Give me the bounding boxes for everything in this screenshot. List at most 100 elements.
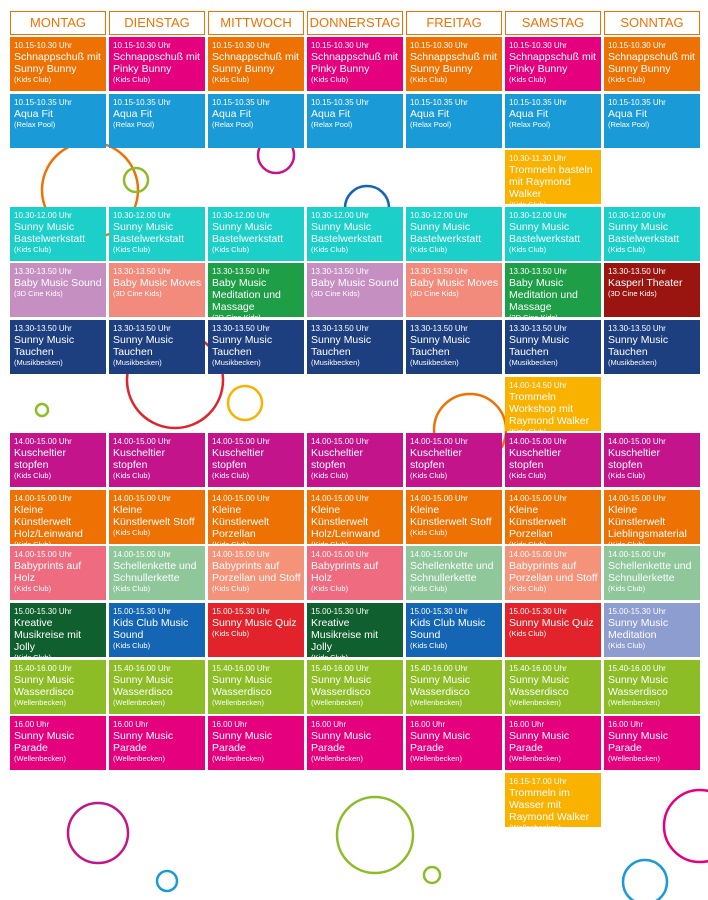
event-time: 14.00-15.00 Uhr <box>608 493 666 503</box>
event-cell: 14.00-15.00 Uhr Kleine Künstlerwelt Porze… <box>505 489 601 544</box>
event-title: Trommeln Workshop mit Raymond Walker <box>509 390 590 427</box>
day-header: FREITAG <box>406 11 502 35</box>
event-cell: 15.40-16.00 Uhr Sunny Music Wasserdisco (W… <box>109 659 205 714</box>
event-cell: 13.30-13.50 Uhr Baby Music Meditation und… <box>208 263 304 318</box>
event-cell: 10.30-12.00 Uhr Sunny Music Bastelwerksta… <box>307 206 403 261</box>
event-title: Sunny Music Tauchen <box>113 334 174 358</box>
event-title: Sunny Music Parade <box>509 730 570 755</box>
event-time: 10.15-10.30 Uhr <box>410 41 468 50</box>
event-time: 15.00-15.30 Uhr <box>509 607 567 616</box>
event-time: 14.00-15.00 Uhr <box>410 550 468 560</box>
event-time: 16.00 Uhr <box>113 720 149 730</box>
event-place: (Kids Club) <box>14 540 103 544</box>
event-time: 14.00-15.00 Uhr <box>113 550 171 560</box>
event-cell: 15.40-16.00 Uhr Sunny Music Wasserdisco (W… <box>505 659 601 714</box>
event-cell: 13.30-13.50 Uhr Sunny Music Tauchen (Musik… <box>109 320 205 374</box>
event-time: 14.00-15.00 Uhr <box>410 493 468 503</box>
event-cell: 10.15-10.30 Uhr Schnappschuß mit Pinky Bu… <box>109 37 205 91</box>
event-place: (Musikbecken) <box>212 358 261 367</box>
event-time: 14.00-15.00 Uhr <box>14 437 72 447</box>
event-cell: 16.00 Uhr Sunny Music Parade (Wellenbecken… <box>406 716 502 771</box>
event-place: (Kids Club) <box>14 244 52 254</box>
event-title: Sunny Music Tauchen <box>14 334 75 358</box>
event-place: (Wellenbecken) <box>410 754 462 764</box>
event-time: 14.00-15.00 Uhr <box>311 437 369 447</box>
event-cell: 10.15-10.30 Uhr Schnappschuß mit Sunny Bu… <box>208 37 304 91</box>
event-title: Kleine Künstlerwelt Holz/Leinwand <box>311 503 380 540</box>
event-cell: 10.15-10.30 Uhr Schnappschuß mit Sunny Bu… <box>406 37 502 91</box>
event-cell: 10.30-12.00 Uhr Sunny Music Bastelwerksta… <box>406 206 502 261</box>
event-cell: 14.00-15.00 Uhr Kleine Künstlerwelt Holz/… <box>10 489 106 544</box>
event-title: Sunny Music Bastelwerkstatt <box>113 220 185 245</box>
event-title: Sunny Music Bastelwerkstatt <box>410 220 482 245</box>
event-time: 13.30-13.50 Uhr <box>113 267 171 277</box>
event-place: (Kids Club) <box>608 244 646 254</box>
event-title: Kleine Künstlerwelt Porzellan <box>212 503 270 540</box>
event-time: 15.40-16.00 Uhr <box>311 663 369 673</box>
event-cell: 15.00-15.30 Uhr Sunny Music Quiz (Kids Clu… <box>208 603 304 657</box>
event-cell: 13.30-13.50 Uhr Sunny Music Tauchen (Musik… <box>505 320 601 374</box>
event-title: Kuscheltier stopfen <box>608 447 660 472</box>
event-cell: 16.00 Uhr Sunny Music Parade (Wellenbecken… <box>109 716 205 771</box>
event-cell: 13.30-13.50 Uhr Baby Music Sound (3D Cine … <box>10 263 106 318</box>
event-cell: 13.30-13.50 Uhr Kasperl Theater (3D Cine K… <box>604 263 700 318</box>
event-title: Baby Music Sound <box>14 277 102 290</box>
event-title: Baby Music Moves <box>410 277 499 290</box>
event-place: (Kids Club) <box>509 540 598 544</box>
event-title: Kuscheltier stopfen <box>311 447 363 472</box>
event-time: 14.00-14.50 Uhr <box>509 380 567 390</box>
event-time: 15.00-15.30 Uhr <box>311 607 369 616</box>
event-title: Aqua Fit <box>14 107 54 120</box>
event-cell: 15.40-16.00 Uhr Sunny Music Wasserdisco (W… <box>208 659 304 714</box>
event-place: (Musikbecken) <box>14 358 63 367</box>
event-title: Sunny Music Tauchen <box>608 334 669 358</box>
event-title: Aqua Fit <box>509 107 549 120</box>
event-title: Sunny Music Wasserdisco <box>608 673 669 698</box>
event-cell: 13.30-13.50 Uhr Baby Music Meditation und… <box>505 263 601 318</box>
event-title: Aqua Fit <box>113 107 153 120</box>
event-time: 15.40-16.00 Uhr <box>212 663 270 673</box>
event-place: (3D Cine Kids) <box>410 289 459 299</box>
event-cell: 16.15-17.00 Uhr Trommeln im Wasser mit Ra… <box>505 772 601 827</box>
event-cell: 13.30-13.50 Uhr Sunny Music Tauchen (Musik… <box>10 320 106 374</box>
event-place: (Relax Pool) <box>212 119 254 129</box>
event-place: (Kids Club) <box>608 584 646 594</box>
event-time: 10.15-10.35 Uhr <box>509 97 567 107</box>
event-place: (Wellenbecken) <box>311 697 363 707</box>
event-place: (Kids Club) <box>608 641 646 650</box>
event-title: Sunny Music Bastelwerkstatt <box>311 220 383 245</box>
event-time: 13.30-13.50 Uhr <box>608 267 666 277</box>
event-title: Sunny Music Bastelwerkstatt <box>509 220 581 245</box>
event-place: (3D Cine Kids) <box>113 289 162 299</box>
event-time: 13.30-13.50 Uhr <box>212 267 270 277</box>
event-time: 10.30-12.00 Uhr <box>410 210 468 220</box>
event-title: Sunny Music Tauchen <box>410 334 471 358</box>
event-title: Kreative Musikreise mit Jolly <box>311 617 379 653</box>
event-title: Sunny Music Quiz <box>212 617 297 629</box>
event-place: (Relax Pool) <box>509 119 551 129</box>
event-title: Kuscheltier stopfen <box>14 447 66 472</box>
event-title: Kleine Künstlerwelt Stoff <box>410 503 492 528</box>
event-cell: 10.15-10.35 Uhr Aqua Fit (Relax Pool) <box>406 93 502 148</box>
event-cell: 14.00-15.00 Uhr Kuscheltier stopfen (Kids … <box>406 433 502 488</box>
event-place: (Wellenbecken) <box>212 754 264 764</box>
event-cell: 14.00-15.00 Uhr Kuscheltier stopfen (Kids … <box>10 433 106 488</box>
event-title: Sunny Music Parade <box>608 730 669 755</box>
event-time: 10.15-10.30 Uhr <box>509 41 567 50</box>
event-time: 15.00-15.30 Uhr <box>410 607 468 616</box>
event-place: (Musikbecken) <box>608 358 657 367</box>
event-title: Sunny Music Bastelwerkstatt <box>212 220 284 245</box>
event-cell: 13.30-13.50 Uhr Sunny Music Tauchen (Musik… <box>604 320 700 374</box>
event-cell: 16.00 Uhr Sunny Music Parade (Wellenbecken… <box>10 716 106 771</box>
event-time: 14.00-15.00 Uhr <box>509 437 567 447</box>
event-place: (Kids Club) <box>509 244 547 254</box>
event-time: 15.40-16.00 Uhr <box>113 663 171 673</box>
event-place: (Wellenbecken) <box>113 754 165 764</box>
event-cell: 15.40-16.00 Uhr Sunny Music Wasserdisco (W… <box>307 659 403 714</box>
event-place: (Relax Pool) <box>608 119 650 129</box>
event-title: Kuscheltier stopfen <box>212 447 264 472</box>
event-place: (Kids Club) <box>509 629 547 638</box>
event-title: Sunny Music Wasserdisco <box>311 673 372 698</box>
event-place: (Wellenbecken) <box>113 697 165 707</box>
event-time: 10.15-10.30 Uhr <box>113 41 171 50</box>
